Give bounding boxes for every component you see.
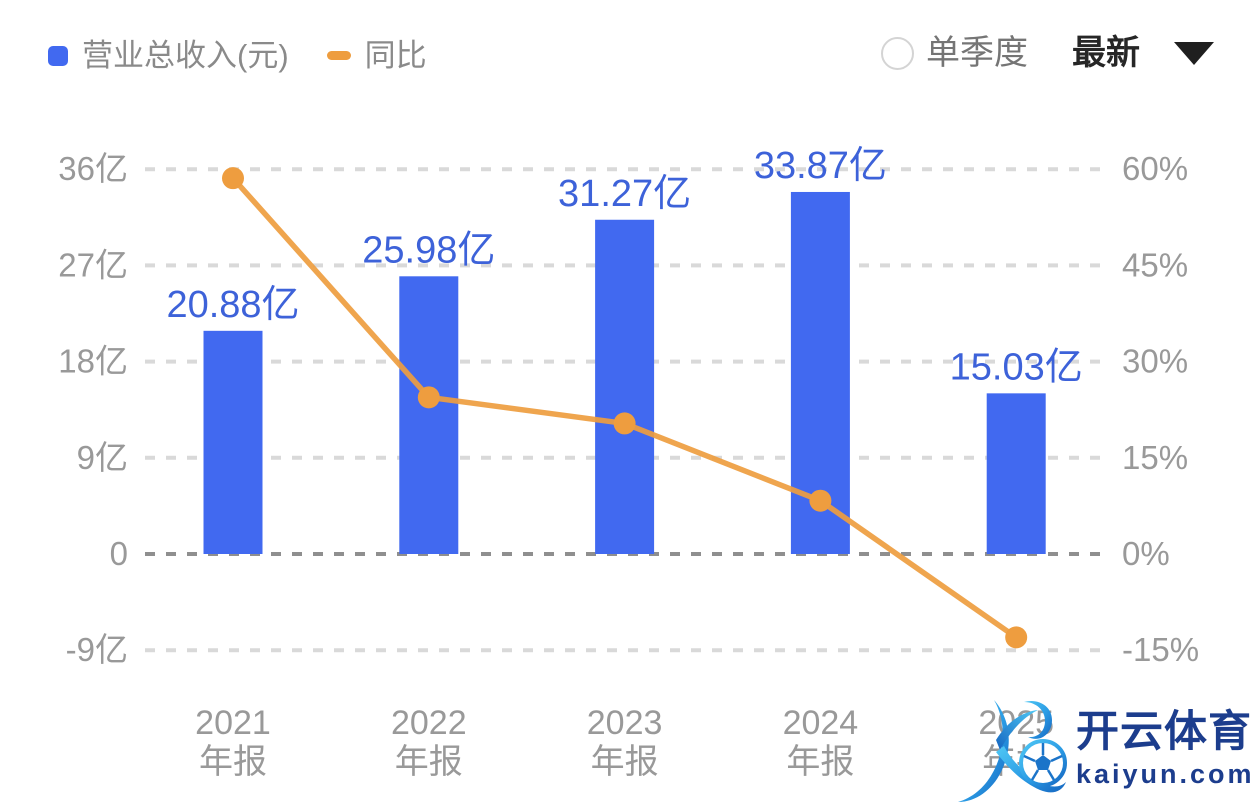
bar-2021年报[interactable] [203, 330, 263, 554]
yoy-point-2022年报[interactable] [417, 386, 440, 409]
yoy-point-2024年报[interactable] [809, 489, 832, 512]
x-axis-label-2022年报: 2022 年报 [391, 704, 467, 781]
x-axis-label-2021年报: 2021 年报 [195, 704, 271, 781]
single-quarter-label: 单季度 [926, 34, 1028, 72]
yoy-point-2021年报[interactable] [222, 167, 244, 190]
bar-2025年报[interactable] [986, 393, 1046, 554]
left-axis-tick-9: 9亿 [77, 439, 128, 476]
single-quarter-radio[interactable]: 单季度 [881, 36, 1028, 70]
right-axis-tick-60: 60% [1122, 150, 1188, 187]
watermark: 开云体育 kaiyun.com [948, 694, 1255, 806]
x-axis-label-2023年报: 2023 年报 [587, 704, 663, 781]
kaiyun-logo-icon [958, 700, 1067, 802]
legend-item-revenue[interactable]: 营业总收入(元) [48, 40, 289, 71]
watermark-text: 开云体育 kaiyun.com [1076, 708, 1255, 791]
legend-revenue-label: 营业总收入(元) [82, 38, 289, 73]
left-axis-tick-36: 36亿 [58, 150, 128, 187]
bar-value-label-2024年报: 33.87亿 [754, 145, 887, 187]
right-axis-tick-45: 45% [1122, 246, 1188, 283]
legend-item-yoy[interactable]: 同比 [326, 38, 427, 73]
watermark-domain: kaiyun.com [1076, 759, 1255, 790]
chevron-down-icon [1174, 41, 1214, 65]
bar-value-label-2023年报: 31.27亿 [558, 173, 691, 215]
left-axis-tick-27: 27亿 [58, 246, 128, 283]
right-axis-tick-15: 15% [1122, 439, 1188, 476]
bar-value-label-2022年报: 25.98亿 [362, 229, 495, 271]
x-axis-label-2024年报: 2024 年报 [783, 704, 859, 781]
period-dropdown[interactable]: 最新 [1072, 36, 1214, 70]
legend-yoy-label: 同比 [364, 38, 427, 73]
left-axis-tick-18: 18亿 [58, 343, 128, 380]
right-axis-tick-30: 30% [1122, 343, 1188, 380]
yoy-swatch-icon [326, 51, 351, 60]
chart-controls: 单季度 最新 [881, 36, 1214, 70]
right-axis-tick--15: -15% [1122, 631, 1199, 668]
yoy-point-2025年报[interactable] [1005, 626, 1028, 649]
bar-2023年报[interactable] [595, 219, 655, 555]
period-dropdown-value: 最新 [1072, 34, 1140, 72]
legend: 营业总收入(元) 同比 [48, 40, 427, 71]
yoy-point-2023年报[interactable] [613, 412, 636, 435]
right-axis-tick-0: 0% [1122, 535, 1170, 572]
left-axis-tick--9: -9亿 [66, 631, 128, 668]
left-axis-tick-0: 0 [110, 535, 128, 572]
bar-value-label-2025年报: 15.03亿 [950, 346, 1083, 388]
watermark-brand: 开云体育 [1076, 708, 1252, 757]
bar-2022年报[interactable] [399, 276, 459, 554]
radio-circle-icon [881, 36, 914, 70]
bar-value-label-2021年报: 20.88亿 [166, 284, 299, 326]
revenue-swatch-icon [48, 45, 68, 66]
